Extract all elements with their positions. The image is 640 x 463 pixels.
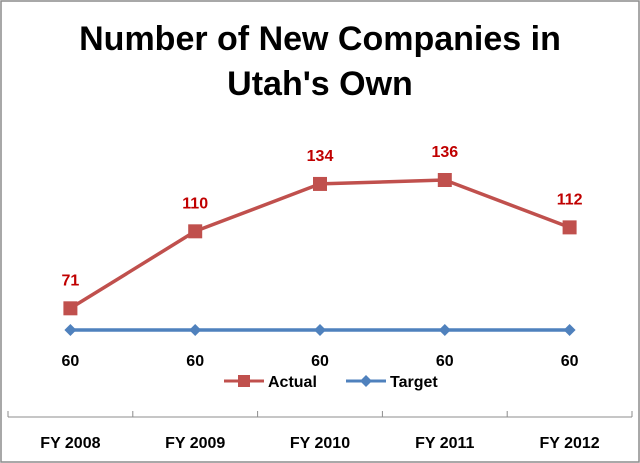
x-axis-label: FY 2009: [165, 435, 225, 452]
chart-title-line-2: Utah's Own: [227, 65, 413, 103]
x-axis-labels: FY 2008 FY 2009 FY 2010 FY 2011 FY 2012: [40, 435, 599, 452]
data-point-actual: [437, 172, 452, 187]
legend-actual-marker: [238, 375, 250, 387]
legend-target-label: Target: [390, 374, 438, 391]
data-point-actual: [63, 301, 78, 316]
data-label-actual: 112: [557, 191, 583, 208]
data-label-actual: 110: [182, 195, 208, 212]
legend-actual-label: Actual: [268, 374, 317, 391]
data-label-target: 60: [436, 353, 454, 370]
series-layer: 71 110 134 136 112 60 60 60 60 60: [62, 144, 583, 370]
x-axis-label: FY 2011: [415, 435, 474, 452]
data-point-target: [563, 324, 576, 337]
legend-item-target: Target: [346, 374, 438, 391]
x-axis-label: FY 2012: [539, 435, 599, 452]
data-point-actual: [562, 220, 577, 235]
data-label-actual: 136: [431, 144, 458, 161]
data-point-actual: [188, 224, 203, 239]
data-point-target: [189, 324, 202, 337]
x-axis-ticks: [7, 411, 633, 417]
data-label-target: 60: [311, 353, 329, 370]
data-label-target: 60: [62, 353, 80, 370]
data-label-target: 60: [186, 353, 204, 370]
legend-target-marker: [360, 375, 372, 387]
data-point-target: [314, 324, 326, 337]
data-point-actual: [313, 176, 327, 191]
x-axis-label: FY 2010: [290, 435, 350, 452]
legend: Actual Target: [224, 374, 438, 391]
legend-item-actual: Actual: [224, 374, 317, 391]
data-label-actual: 134: [307, 148, 334, 165]
data-label-actual: 71: [62, 272, 80, 289]
x-axis-label: FY 2008: [40, 435, 100, 452]
chart-title-line-1: Number of New Companies in: [79, 20, 561, 58]
data-point-target: [438, 324, 451, 337]
data-point-target: [64, 324, 77, 337]
data-label-target: 60: [561, 353, 579, 370]
